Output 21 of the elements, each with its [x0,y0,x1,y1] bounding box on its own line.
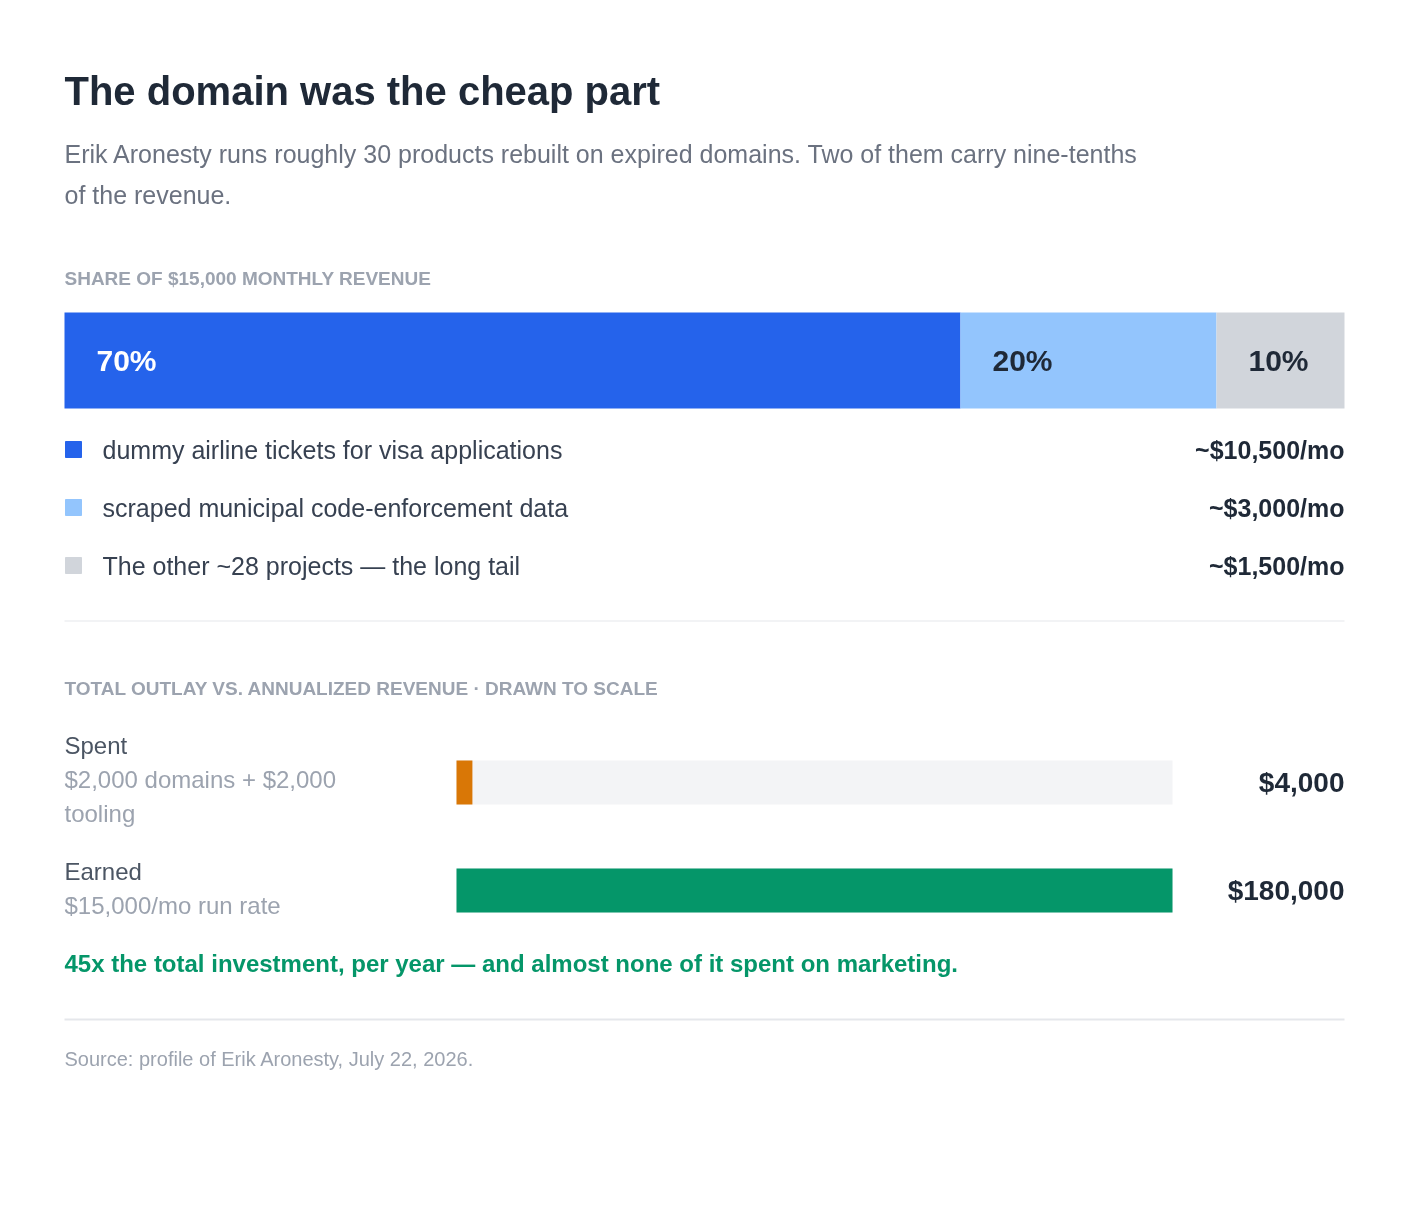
data-label: $180,000 [1227,875,1345,906]
text: $2,000 domains + $2,000 tooling [64,766,337,827]
chart-title: The domain was the cheap part [64,68,661,113]
text: ~$1,500/mo [1208,551,1345,580]
chart-subtitle: Erik Aronesty runs roughly 30 products rebuilt on expired domains. Two of them carry nine-tenths of the revenue. [64,139,1137,209]
chart-title: TOTAL OUTLAY VS. ANNUALIZED REVENUE · DRAWN TO SCALE [64,678,658,699]
text: 45x the total investment, per year — and almost none of it spent on marketing. [64,950,959,977]
data-label: 70% [96,344,157,377]
text: ~$3,000/mo [1208,493,1345,522]
data-label: 20% [992,344,1053,377]
legend-label: The other ~28 projects — the long tail [102,551,521,580]
source-note: Source: profile of Erik Aronesty, July 22, 2026. [64,1047,474,1070]
legend-label: dummy airline tickets for visa applications [102,435,563,464]
data-label: $4,000 [1258,767,1345,798]
x-axis-title: SHARE OF $15,000 MONTHLY REVENUE [64,268,431,289]
text: ~$10,500/mo [1195,435,1345,464]
data-label: 10% [1248,344,1309,377]
text: $15,000/mo run rate [64,892,281,919]
y-tick-label: Earned [64,858,142,885]
y-tick-label: Spent [64,732,128,759]
legend-label: scraped municipal code-enforcement data [102,493,569,522]
